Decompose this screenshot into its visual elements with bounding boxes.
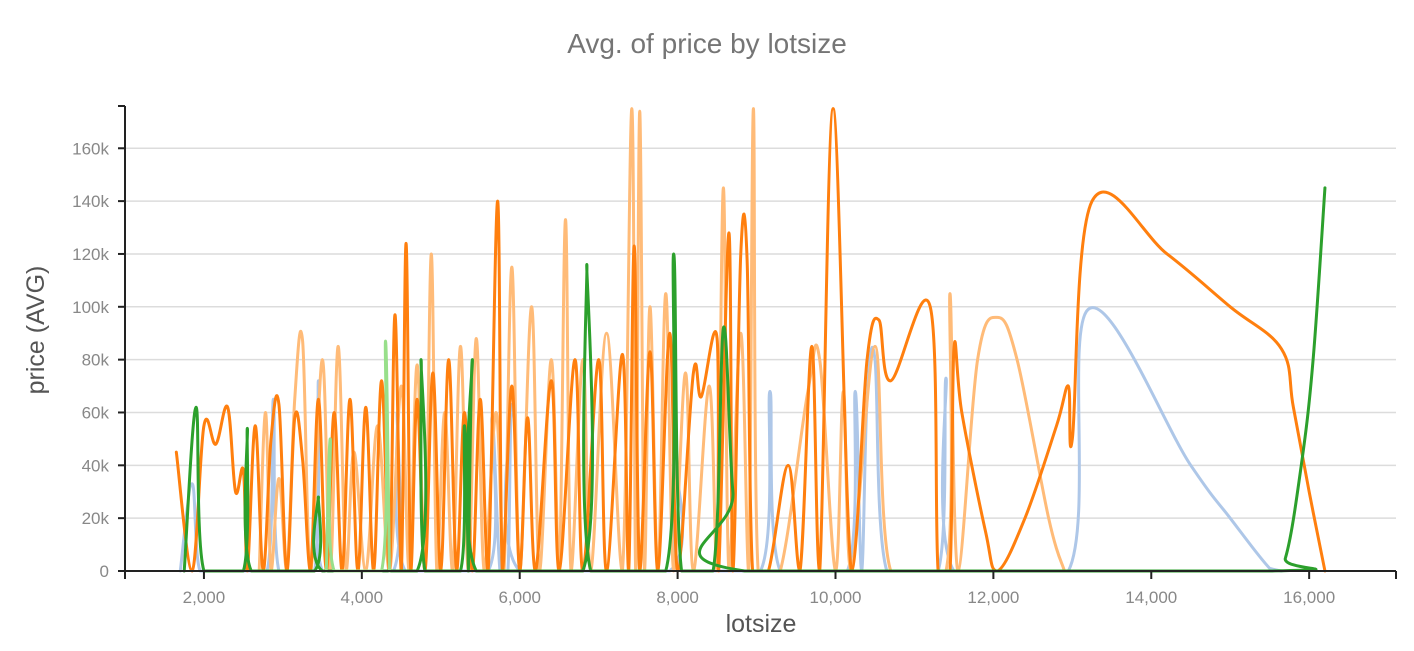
y-tick-label: 20k — [82, 509, 110, 528]
x-axis-title: lotsize — [726, 610, 797, 638]
chart-title: Avg. of price by lotsize — [567, 28, 847, 59]
series-lines — [174, 107, 1327, 573]
x-tick-label: 12,000 — [967, 588, 1019, 607]
y-tick-label: 100k — [72, 298, 109, 317]
x-tick-label: 4,000 — [341, 588, 384, 607]
y-tick-label: 80k — [82, 351, 110, 370]
x-tick-label: 6,000 — [498, 588, 541, 607]
x-tick-label: 14,000 — [1125, 588, 1177, 607]
x-tick-label: 2,000 — [183, 588, 226, 607]
y-tick-label: 60k — [82, 403, 110, 422]
x-tick-label: 8,000 — [656, 588, 699, 607]
x-tick-label: 10,000 — [809, 588, 861, 607]
series-line-3 — [174, 107, 1327, 573]
y-tick-label: 40k — [82, 456, 110, 475]
y-axis-title: price (AVG) — [22, 266, 50, 395]
axes: 0 20k 40k 60k 80k 100k 120k 140k 160k 2,000 4,000 6… — [72, 105, 1397, 607]
y-tick-label: 160k — [72, 139, 109, 158]
y-tick-label: 120k — [72, 245, 109, 264]
x-tick-label: 16,000 — [1283, 588, 1335, 607]
y-tick-label: 140k — [72, 192, 109, 211]
y-tick-label: 0 — [100, 562, 109, 581]
